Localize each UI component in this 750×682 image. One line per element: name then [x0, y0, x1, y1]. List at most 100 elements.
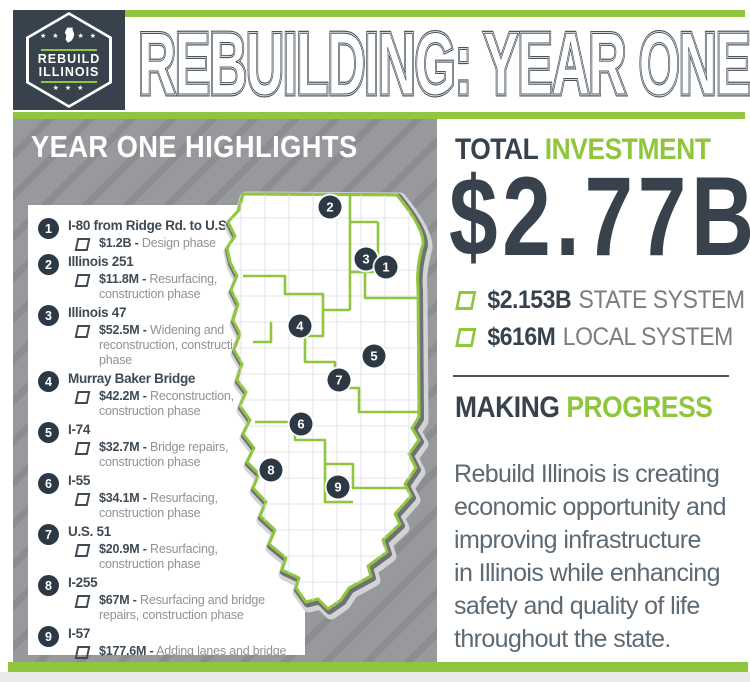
green-square-bullet-icon: [455, 328, 477, 347]
footer-gray-strip: [0, 672, 750, 682]
page-title-outline: REBUILDING: YEAR ONE: [136, 13, 750, 114]
project-number-badge: 8: [38, 575, 59, 596]
project-number-badge: 1: [38, 218, 59, 239]
page-title: REBUILDING: YEAR ONE REBUILDING: YEAR ON…: [136, 13, 750, 114]
project-item: 4 Murray Baker Bridge $42.2M - Reconstruct…: [38, 371, 297, 419]
stars-bottom: ★ ★ ★: [52, 85, 86, 92]
project-item: 6 I-55 $34.1M - Resurfacing, construction …: [38, 473, 297, 521]
project-amount: $42.2M -: [99, 389, 147, 403]
local-system-row: $616M LOCAL SYSTEM: [455, 323, 733, 352]
total-investment-amount: $2.77B: [449, 154, 750, 279]
project-number-badge: 9: [38, 626, 59, 647]
logo-hexagon: ★ ★ ★ ★ REBUILD ILLINOIS ★ ★ ★: [26, 12, 112, 108]
project-item: 1 I-80 from Ridge Rd. to U.S. 30 $1.2B - D…: [38, 218, 297, 251]
project-description: $1.2B - Design phase: [99, 236, 216, 251]
project-item: 2 Illinois 251 $11.8M - Resurfacing, const…: [38, 254, 297, 302]
project-amount: $34.1M -: [99, 491, 147, 505]
highlights-heading: YEAR ONE HIGHLIGHTS: [31, 129, 358, 164]
map-marker-5: 5: [362, 344, 386, 368]
project-name: Illinois 251: [68, 254, 134, 269]
square-bullet-icon: [74, 442, 91, 455]
map-marker-9: 9: [326, 475, 350, 499]
header-green-bar-top: [125, 10, 745, 17]
map-marker-4: 4: [288, 314, 312, 338]
project-amount: $11.8M -: [99, 272, 147, 286]
project-item: 5 I-74 $32.7M - Bridge repairs, constructi…: [38, 422, 297, 470]
project-item: 7 U.S. 51 $20.9M - Resurfacing, constructi…: [38, 524, 297, 572]
state-system-row: $2.153B STATE SYSTEM: [455, 286, 745, 315]
badge-word-rebuild: REBUILD: [37, 52, 101, 66]
local-system-label: LOCAL SYSTEM: [562, 323, 733, 351]
project-phase-text: Resurfacing and bridge repairs, construc…: [99, 593, 265, 622]
project-number-badge: 6: [38, 473, 59, 494]
map-marker-2: 2: [318, 195, 342, 219]
project-amount: $177.6M -: [99, 644, 154, 658]
progress-paragraph: Rebuild Illinois is creating economic op…: [454, 460, 727, 653]
project-number-badge: 3: [38, 305, 59, 326]
project-number-badge: 5: [38, 422, 59, 443]
page-title-fill: REBUILDING: YEAR ONE: [137, 14, 750, 113]
footer-green-bar: [8, 662, 748, 672]
project-phase-text: Resurfacing, construction phase: [99, 272, 218, 301]
map-marker-1: 1: [374, 255, 398, 279]
project-amount: $32.7M -: [99, 440, 147, 454]
project-name: I-74: [68, 422, 91, 437]
project-name: Murray Baker Bridge: [68, 371, 196, 386]
square-bullet-icon: [74, 493, 91, 506]
project-phase-text: Design phase: [141, 236, 216, 250]
stars-left: ★ ★: [40, 33, 61, 40]
project-phase-text: Widening and reconstruction, constructio…: [99, 323, 247, 367]
square-bullet-icon: [74, 646, 91, 659]
project-description: $52.5M - Widening and reconstruction, co…: [99, 323, 259, 368]
square-bullet-icon: [74, 274, 91, 287]
highlights-panel: YEAR ONE HIGHLIGHTS 1 I-80 from Ridge Rd.…: [13, 119, 437, 673]
project-phase-text: Reconstruction, construction phase: [99, 389, 234, 418]
project-description: $11.8M - Resurfacing, construction phase: [99, 272, 259, 302]
square-bullet-icon: [74, 238, 91, 251]
investment-panel: TOTAL INVESTMENT $2.77B $2.153B STATE SY…: [437, 119, 750, 662]
project-name: Illinois 47: [68, 305, 127, 320]
map-marker-3: 3: [354, 247, 378, 271]
green-square-bullet-icon: [455, 291, 477, 310]
project-name: I-55: [68, 473, 91, 488]
rebuild-illinois-logo: ★ ★ ★ ★ REBUILD ILLINOIS ★ ★ ★: [13, 10, 125, 110]
map-marker-8: 8: [259, 458, 283, 482]
project-description: $32.7M - Bridge repairs, construction ph…: [99, 440, 259, 470]
making-progress-heading: MAKING PROGRESS: [455, 391, 713, 424]
badge-word-illinois: ILLINOIS: [38, 65, 100, 79]
project-description: $34.1M - Resurfacing, construction phase: [99, 491, 259, 521]
project-phase-text: Bridge repairs, construction phase: [99, 440, 229, 469]
local-system-amount: $616M: [487, 323, 556, 351]
map-marker-7: 7: [327, 368, 351, 392]
project-name: I-255: [68, 575, 98, 590]
project-amount: $20.9M -: [99, 542, 147, 556]
badge-rule: [41, 49, 97, 51]
state-system-amount: $2.153B: [487, 286, 572, 314]
project-amount: $52.5M -: [99, 323, 147, 337]
project-number-badge: 4: [38, 371, 59, 392]
stars-right: ★ ★: [77, 33, 98, 40]
project-number-badge: 7: [38, 524, 59, 545]
square-bullet-icon: [74, 325, 91, 338]
project-item: 3 Illinois 47 $52.5M - Widening and recons…: [38, 305, 297, 368]
project-description: $67M - Resurfacing and bridge repairs, c…: [99, 593, 297, 623]
square-bullet-icon: [74, 544, 91, 557]
project-phase-text: Resurfacing, construction phase: [99, 491, 218, 520]
page-title-inline: REBUILDING: YEAR ONE: [138, 14, 750, 113]
square-bullet-icon: [74, 595, 91, 608]
project-name: I-80 from Ridge Rd. to U.S. 30: [68, 218, 249, 233]
project-amount: $1.2B -: [99, 236, 139, 250]
project-number-badge: 2: [38, 254, 59, 275]
section-divider: [453, 375, 729, 377]
project-description: $42.2M - Reconstruction, construction ph…: [99, 389, 239, 419]
project-phase-text: Resurfacing, construction phase: [99, 542, 218, 571]
project-item: 8 I-255 $67M - Resurfacing and bridge repa…: [38, 575, 297, 623]
project-description: $20.9M - Resurfacing, construction phase: [99, 542, 259, 572]
total-investment-heading: TOTAL INVESTMENT: [455, 133, 711, 166]
illinois-silhouette-icon: [64, 27, 75, 47]
map-marker-6: 6: [289, 412, 313, 436]
project-amount: $67M -: [99, 593, 137, 607]
state-system-label: STATE SYSTEM: [578, 286, 745, 314]
